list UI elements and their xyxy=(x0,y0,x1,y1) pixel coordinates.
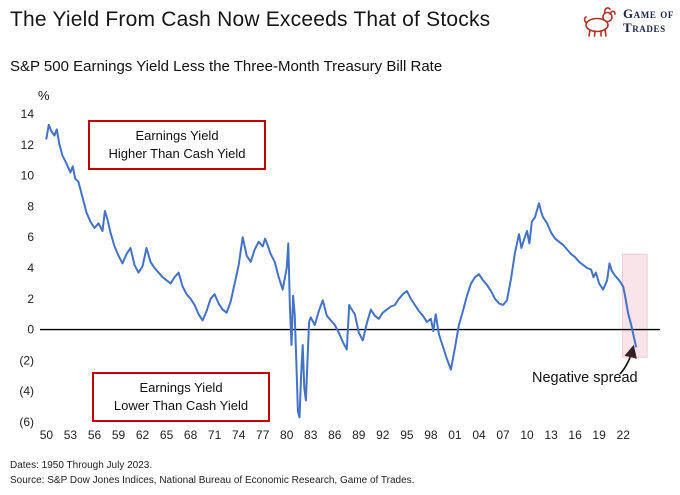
x-tick-label: 65 xyxy=(160,428,174,442)
x-tick-label: 77 xyxy=(256,428,270,442)
bull-logo-icon xyxy=(583,7,616,37)
x-tick-label: 07 xyxy=(496,428,510,442)
x-tick-label: 16 xyxy=(568,428,582,442)
logo-text-line2: Trades xyxy=(622,20,666,35)
chart-footer: Dates: 1950 Through July 2023. Source: S… xyxy=(10,459,414,488)
negative-spread-arrow xyxy=(619,344,637,375)
y-tick-label: 12 xyxy=(21,138,35,152)
annotation-bottom-line1: Earnings Yield xyxy=(139,380,223,395)
y-tick-label: 10 xyxy=(21,169,35,183)
x-tick-label: 92 xyxy=(376,428,390,442)
x-tick-label: 04 xyxy=(472,428,486,442)
x-tick-label: 50 xyxy=(40,428,54,442)
y-tick-label: 8 xyxy=(27,199,34,213)
annotation-box-earnings-higher: Earnings Yield Higher Than Cash Yield xyxy=(88,120,266,171)
y-tick-label: 6 xyxy=(27,230,34,244)
annotation-box-earnings-lower: Earnings Yield Lower Than Cash Yield xyxy=(92,372,270,423)
spread-line xyxy=(45,123,637,419)
x-tick-label: 59 xyxy=(112,428,126,442)
x-tick-label: 98 xyxy=(424,428,438,442)
y-tick-label: 14 xyxy=(21,107,35,121)
negative-spread-label: Negative spread xyxy=(532,370,638,386)
x-tick-label: 53 xyxy=(64,428,78,442)
logo-text-line1: Game of xyxy=(622,6,674,22)
y-tick-label: (6) xyxy=(19,415,34,429)
y-tick-label: (2) xyxy=(19,353,34,367)
annotation-top-line1: Earnings Yield xyxy=(135,128,219,143)
footer-dates: Dates: 1950 Through July 2023. xyxy=(10,460,153,471)
x-tick-label: 62 xyxy=(136,428,150,442)
chart-area: % 14 12 10 8 6 4 2 0 (2) (4) (6) 50 53 56 59 62 65 68 71 74… xyxy=(0,88,680,458)
chart-subtitle: S&P 500 Earnings Yield Less the Three-Mo… xyxy=(10,58,443,75)
y-tick-label: 4 xyxy=(27,261,34,275)
x-tick-label: 80 xyxy=(280,428,294,442)
y-tick-label: (4) xyxy=(19,384,34,398)
y-tick-label: 2 xyxy=(27,292,34,306)
y-axis-unit-label: % xyxy=(38,88,50,103)
x-tick-label: 19 xyxy=(592,428,606,442)
page-title: The Yield From Cash Now Exceeds That of … xyxy=(10,8,491,31)
x-tick-label: 95 xyxy=(400,428,414,442)
x-tick-label: 83 xyxy=(304,428,318,442)
x-tick-label: 71 xyxy=(208,428,222,442)
x-tick-label: 56 xyxy=(88,428,102,442)
x-tick-label: 89 xyxy=(352,428,366,442)
annotation-top-line2: Higher Than Cash Yield xyxy=(108,146,246,162)
brand-logo: Game of Trades xyxy=(582,4,674,38)
x-tick-label: 68 xyxy=(184,428,198,442)
footer-source: Source: S&P Dow Jones Indices, National … xyxy=(10,474,415,486)
brand-logo-text: Game of Trades xyxy=(623,7,674,34)
x-tick-label: 01 xyxy=(448,428,462,442)
y-tick-label: 0 xyxy=(27,323,34,337)
annotation-bottom-line2: Lower Than Cash Yield xyxy=(113,398,249,414)
x-tick-label: 13 xyxy=(544,428,558,442)
x-tick-label: 74 xyxy=(232,428,246,442)
x-tick-label: 22 xyxy=(617,428,631,442)
x-tick-label: 10 xyxy=(520,428,534,442)
x-tick-label: 86 xyxy=(328,428,342,442)
